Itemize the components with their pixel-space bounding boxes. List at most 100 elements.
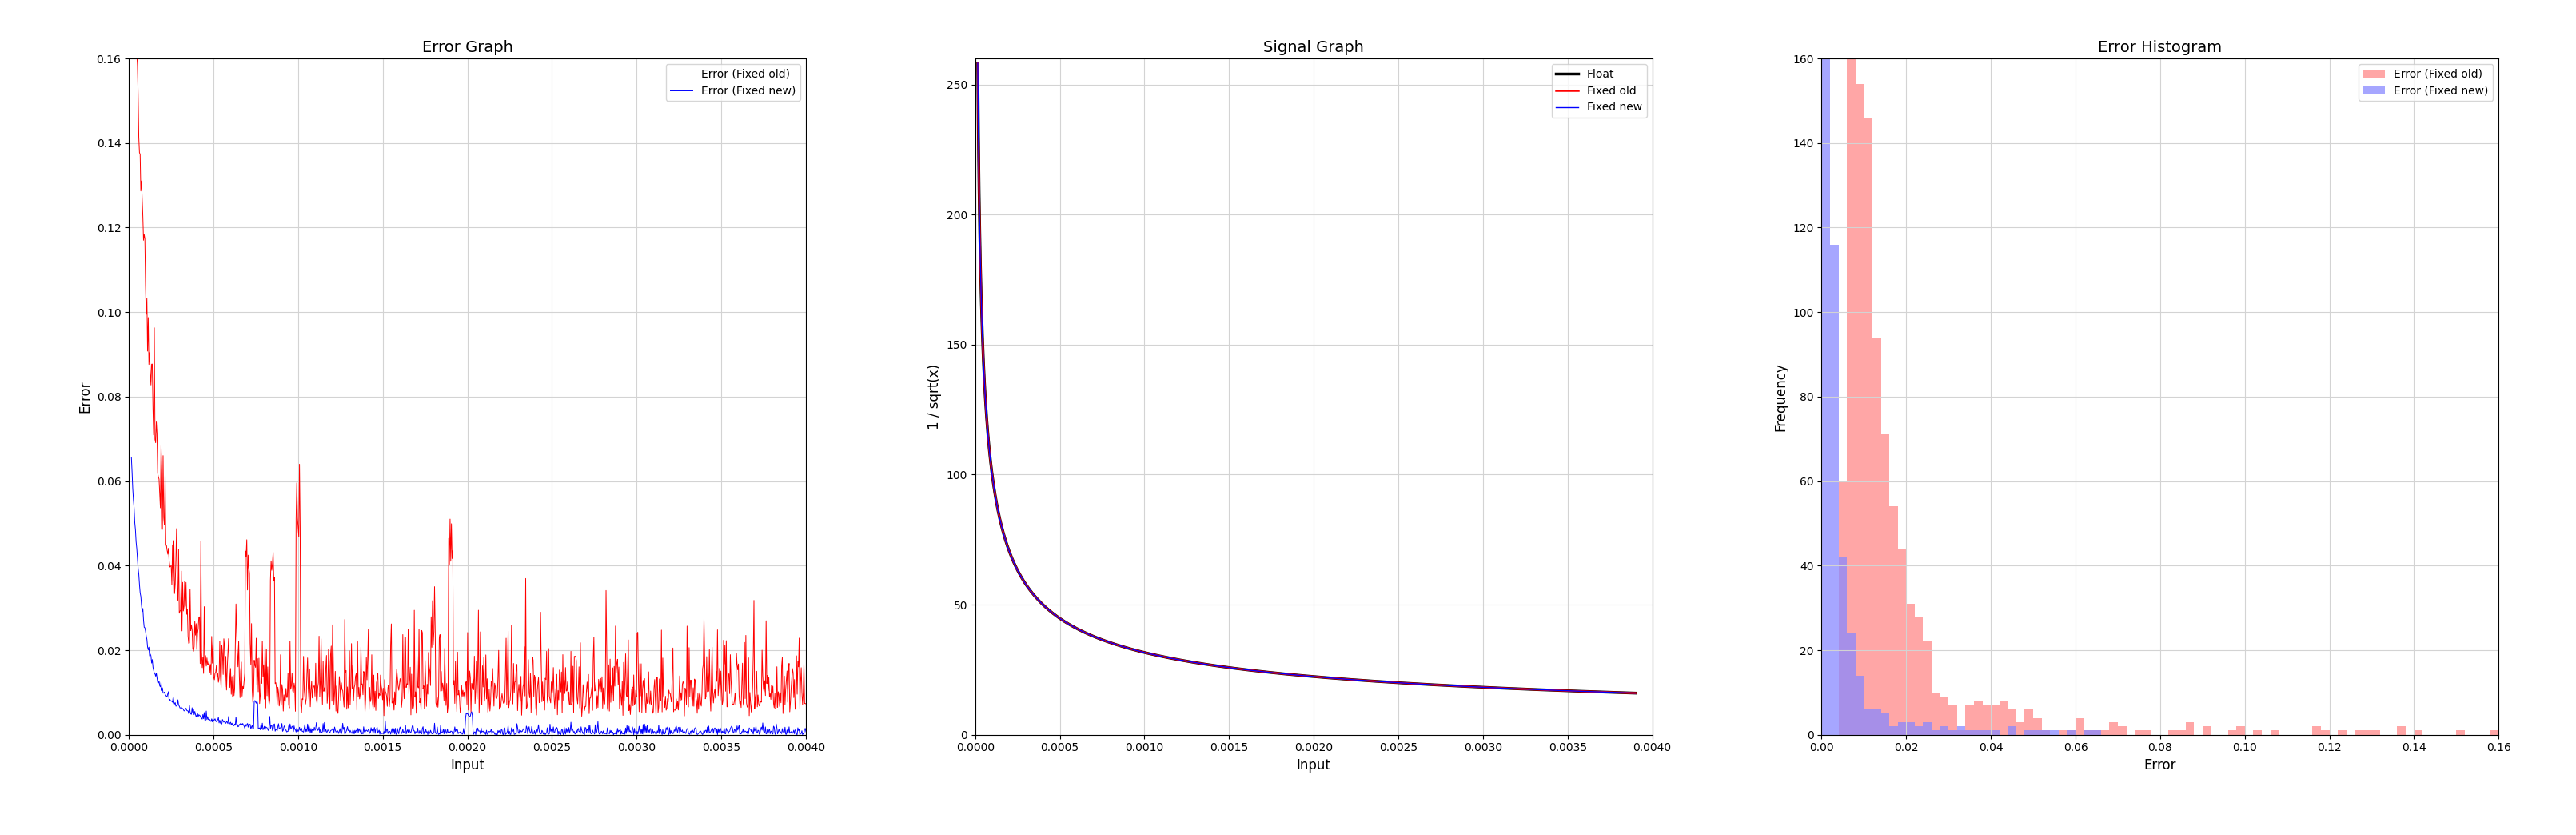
Bar — [2043, 731, 2050, 735]
Bar — [2066, 731, 2076, 735]
Fixed new — [963, 58, 994, 68]
Bar — [1873, 337, 1880, 735]
Bar — [1865, 118, 1873, 735]
Title: Error Histogram: Error Histogram — [2097, 40, 2223, 55]
Bar — [2025, 731, 2032, 735]
Bar — [1906, 604, 1914, 735]
Bar — [1947, 731, 1958, 735]
Float — [1620, 688, 1651, 698]
Bar — [2362, 731, 2372, 735]
Line: Fixed old: Fixed old — [979, 63, 1636, 693]
Bar — [2177, 731, 2184, 735]
Y-axis label: 1 / sqrt(x): 1 / sqrt(x) — [927, 364, 943, 429]
Bar — [1924, 722, 1932, 735]
Error (Fixed new) — [389, 727, 420, 737]
Bar — [1847, 633, 1855, 735]
Bar — [1932, 731, 1940, 735]
Bar — [2050, 731, 2058, 735]
Bar — [2058, 731, 2066, 735]
Fixed new — [1265, 669, 1296, 679]
Bar — [2110, 722, 2117, 735]
Fixed new — [1600, 687, 1631, 697]
X-axis label: Error: Error — [2143, 758, 2177, 772]
Error (Fixed new) — [116, 453, 147, 463]
Fixed old — [1283, 671, 1314, 681]
Bar — [2372, 731, 2380, 735]
Fixed old — [1600, 687, 1631, 697]
Bar — [2025, 710, 2032, 735]
Bar — [2143, 731, 2151, 735]
Bar — [2414, 731, 2421, 735]
Error (Fixed new) — [654, 723, 685, 733]
Fixed new — [1481, 683, 1512, 693]
Bar — [2032, 731, 2043, 735]
Bar — [1999, 701, 2007, 735]
Float — [1283, 671, 1314, 681]
Bar — [1940, 696, 1947, 735]
Bar — [1821, 0, 1829, 735]
Bar — [1984, 706, 1991, 735]
Bar — [1888, 726, 1899, 735]
Bar — [2092, 731, 2102, 735]
Bar — [2136, 731, 2143, 735]
Bar — [1965, 731, 1973, 735]
Float — [1265, 669, 1296, 679]
Error (Fixed old) — [654, 689, 685, 699]
Bar — [1873, 710, 1880, 735]
Float — [1600, 687, 1631, 697]
Bar — [1991, 731, 1999, 735]
Bar — [2102, 731, 2110, 735]
Error (Fixed old) — [116, 49, 147, 59]
Float — [963, 58, 994, 68]
Bar — [1839, 481, 1847, 735]
Line: Fixed new: Fixed new — [979, 63, 1636, 693]
Bar — [1839, 557, 1847, 735]
Error (Fixed new) — [641, 726, 672, 736]
Bar — [1880, 714, 1888, 735]
Fixed old — [1620, 688, 1651, 698]
Bar — [2092, 731, 2102, 735]
Bar — [1899, 549, 1906, 735]
Bar — [2169, 731, 2177, 735]
Bar — [1958, 731, 1965, 735]
Fixed new — [1620, 688, 1651, 698]
Bar — [2017, 722, 2025, 735]
Bar — [1984, 731, 1991, 735]
Error (Fixed new) — [412, 726, 443, 736]
Bar — [2084, 731, 2092, 735]
Bar — [1855, 676, 1865, 735]
Fixed new — [1283, 671, 1314, 681]
Bar — [1847, 46, 1855, 735]
Bar — [1991, 706, 1999, 735]
Error (Fixed new) — [791, 726, 822, 736]
Bar — [1973, 701, 1984, 735]
Bar — [2354, 731, 2362, 735]
Bar — [1888, 507, 1899, 735]
Fixed new — [997, 552, 1028, 562]
Bar — [2076, 718, 2084, 735]
Bar — [1855, 84, 1865, 735]
Bar — [1958, 726, 1965, 735]
Bar — [1932, 692, 1940, 735]
Bar — [1829, 245, 1839, 735]
Error (Fixed old) — [580, 686, 611, 696]
Float — [1481, 683, 1512, 693]
Bar — [2458, 731, 2465, 735]
Error (Fixed old) — [389, 694, 420, 704]
Fixed old — [1481, 683, 1512, 693]
Title: Signal Graph: Signal Graph — [1262, 40, 1365, 55]
Bar — [1899, 722, 1906, 735]
Line: Error (Fixed old): Error (Fixed old) — [131, 54, 806, 716]
Float — [1600, 687, 1631, 697]
Legend: Error (Fixed old), Error (Fixed new): Error (Fixed old), Error (Fixed new) — [665, 64, 801, 101]
Bar — [1865, 710, 1873, 735]
Bar — [2043, 731, 2050, 735]
Bar — [2228, 731, 2236, 735]
X-axis label: Input: Input — [1296, 758, 1332, 772]
Float — [997, 552, 1028, 562]
Bar — [2007, 710, 2017, 735]
Bar — [1914, 726, 1924, 735]
Bar — [2321, 731, 2329, 735]
Line: Float: Float — [979, 63, 1636, 693]
Legend: Float, Fixed old, Fixed new: Float, Fixed old, Fixed new — [1551, 64, 1646, 118]
